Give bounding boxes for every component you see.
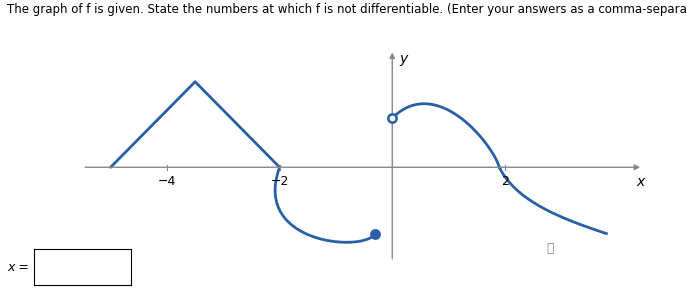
Text: x: x	[636, 175, 644, 189]
Text: −2: −2	[271, 175, 289, 188]
Text: x =: x =	[7, 261, 29, 274]
Text: −4: −4	[158, 175, 176, 188]
Text: ⓘ: ⓘ	[546, 242, 554, 255]
Text: y: y	[399, 52, 407, 66]
Text: The graph of f is given. State the numbers at which f is not differentiable. (En: The graph of f is given. State the numbe…	[7, 3, 687, 16]
Text: 2: 2	[501, 175, 509, 188]
